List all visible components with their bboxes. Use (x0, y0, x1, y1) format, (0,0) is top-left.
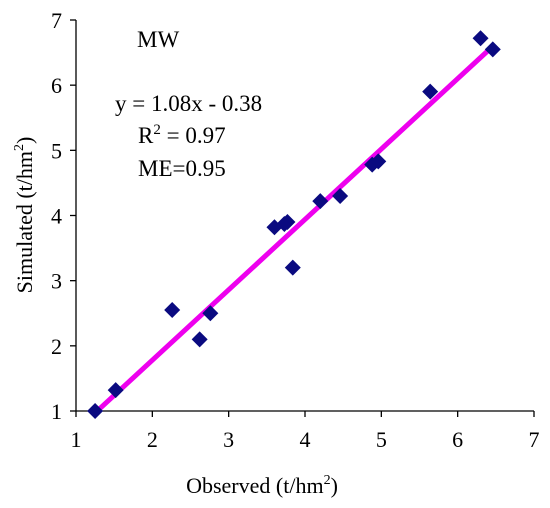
chart-title: MW (137, 27, 179, 52)
r-squared-value: = 0.97 (161, 123, 226, 148)
data-point (87, 403, 104, 419)
data-point (164, 301, 181, 318)
data-point (284, 259, 301, 276)
x-axis-label-close: ) (331, 473, 338, 498)
fit-line-group (92, 43, 496, 416)
x-tick-label: 7 (529, 427, 540, 452)
data-point (191, 331, 208, 348)
model-efficiency-annotation: ME=0.95 (138, 156, 226, 181)
y-tick-label: 5 (51, 138, 62, 163)
x-tick-label: 6 (452, 427, 463, 452)
data-points (87, 30, 501, 419)
data-point (484, 41, 501, 58)
r-squared-symbol: R (138, 123, 154, 148)
y-axis-label-close: ) (12, 137, 37, 144)
data-point (472, 30, 489, 47)
y-axis-label: Simulated (t/hm2) (12, 137, 37, 294)
y-tick-label: 6 (51, 73, 62, 98)
x-tick-label: 1 (71, 427, 82, 452)
data-point (202, 305, 219, 322)
x-tick-label: 2 (147, 427, 158, 452)
data-point (107, 382, 124, 399)
data-point (312, 193, 329, 210)
r-squared-superscript: 2 (153, 122, 161, 138)
tick-labels: 1 2 3 4 5 6 7 1 2 3 4 5 6 7 (51, 8, 540, 452)
x-tick-label: 5 (376, 427, 387, 452)
y-tick-label: 7 (51, 8, 62, 33)
y-axis-label-text: Simulated (t/hm (12, 151, 37, 293)
y-axis-label-superscript: 2 (12, 144, 27, 151)
x-axis-label-superscript: 2 (324, 473, 331, 488)
axes (70, 19, 535, 417)
regression-equation: y = 1.08x - 0.38 (115, 91, 262, 116)
data-point (332, 187, 349, 204)
data-point (370, 153, 387, 170)
data-point (279, 214, 296, 231)
y-tick-label: 3 (51, 269, 62, 294)
y-tick-label: 2 (51, 334, 62, 359)
x-tick-label: 4 (300, 427, 311, 452)
fit-line (92, 43, 496, 416)
x-tick-label: 3 (223, 427, 234, 452)
y-tick-label: 4 (51, 204, 62, 229)
r-squared-annotation: R2 = 0.97 (138, 122, 226, 148)
data-point (422, 83, 439, 100)
y-tick-label: 1 (51, 399, 62, 424)
x-axis-label: Observed (t/hm2) (186, 473, 338, 498)
x-axis-label-text: Observed (t/hm (186, 473, 323, 498)
